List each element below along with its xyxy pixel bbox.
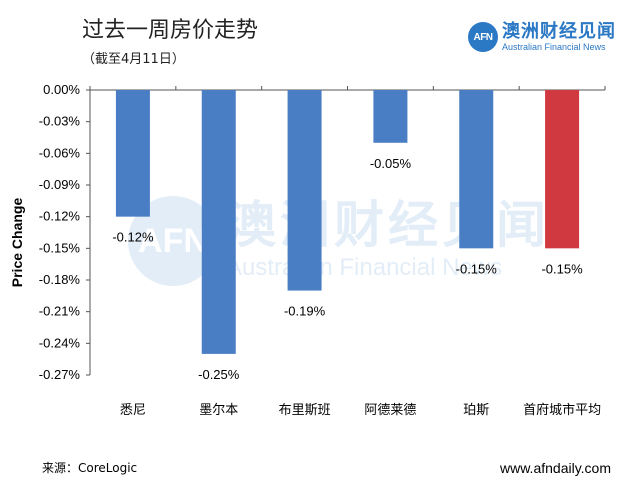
y-tick-label: 0.00% [43, 82, 80, 97]
brand-text: 澳洲财经见闻 Australian Financial News [502, 20, 616, 52]
bar [115, 90, 150, 217]
data-label: -0.05% [370, 156, 412, 171]
category-label: 布里斯班 [279, 403, 331, 418]
source-note: 来源：CoreLogic [42, 461, 138, 475]
y-tick-label: -0.21% [39, 304, 81, 319]
bar [287, 90, 322, 291]
website-url: www.afndaily.com [500, 460, 612, 476]
y-tick-label: -0.12% [39, 209, 81, 224]
brand-logo-block: AFN 澳洲财经见闻 Australian Financial News [468, 22, 616, 52]
data-label: -0.15% [541, 261, 583, 276]
y-tick-label: -0.18% [39, 272, 81, 287]
category-label: 珀斯 [463, 403, 489, 418]
y-tick-label: -0.09% [39, 177, 81, 192]
category-label: 首府城市平均 [523, 402, 601, 418]
y-tick-label: -0.06% [39, 145, 81, 160]
data-label: -0.19% [284, 304, 326, 319]
y-tick-label: -0.27% [39, 367, 81, 382]
bar [545, 90, 580, 249]
bar [373, 90, 408, 143]
y-tick-label: -0.03% [39, 114, 81, 129]
y-axis-title: Price Change [9, 198, 25, 288]
chart-title: 过去一周房价走势 [82, 18, 259, 43]
data-label: -0.15% [456, 261, 498, 276]
bar [201, 90, 236, 354]
afn-logo-icon: AFN [468, 22, 498, 52]
chart-subtitle: （截至4月11日） [82, 52, 185, 67]
category-label: 墨尔本 [199, 403, 238, 418]
brand-name-cn: 澳洲财经见闻 [502, 20, 616, 42]
brand-name-en: Australian Financial News [502, 41, 606, 52]
y-tick-label: -0.24% [39, 335, 81, 350]
y-tick-label: -0.15% [39, 240, 81, 255]
bar [459, 90, 494, 249]
category-label: 悉尼 [120, 403, 146, 418]
category-label: 阿德莱德 [364, 403, 416, 418]
data-label: -0.12% [112, 230, 154, 245]
data-label: -0.25% [198, 367, 240, 382]
